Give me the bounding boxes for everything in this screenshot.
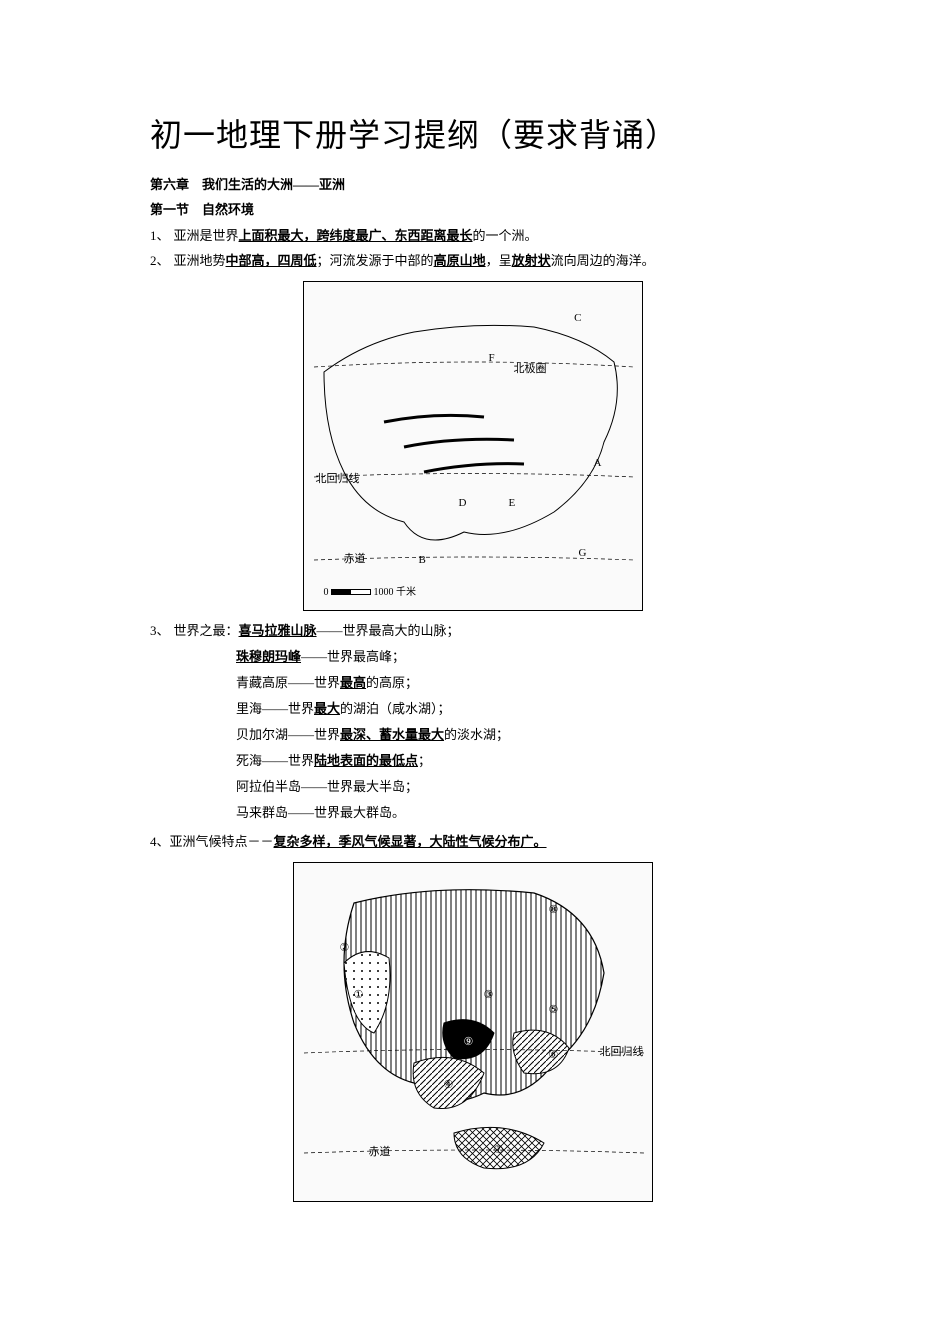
map-letter-b: B [419,554,426,566]
map-svg [294,863,654,1203]
map-label-arctic: 北极圈 [514,360,547,376]
map-letter-f: F [489,352,495,364]
asia-climate-map: ① ② ③ ④ ⑤ ⑥ ⑦ ⑧ ⑨ 北回归线 赤道 [293,862,653,1202]
list-item: 4、亚洲气候特点－－复杂多样，季风气候显著，大陆性气候分布广。 [150,830,795,853]
item-number-text: 4、亚洲气候特点－－ [150,834,274,849]
item-number: 3、 [150,619,170,642]
sub-item: 贝加尔湖——世界最深、蓄水量最大的淡水湖； [236,722,795,748]
sub-item: 里海——世界最大的湖泊（咸水湖）； [236,696,795,722]
text-fragment: 亚洲是世界 [174,228,239,243]
underline-text: 最深、蓄水量最大 [340,727,444,742]
underline-text: 最高 [340,675,366,690]
underline-text: 珠穆朗玛峰 [236,649,301,664]
sub-item: 马来群岛——世界最大群岛。 [236,800,795,826]
underline-text: 复杂多样，季风气候显著，大陆性气候分布广。 [274,834,547,849]
chapter-heading: 第六章 我们生活的大洲——亚洲 [150,174,795,193]
item-number: 1、 [150,224,170,247]
map-letter-d: D [459,497,467,509]
map-region-8: ⑧ [549,903,559,916]
list-item: 3、 世界之最：喜马拉雅山脉——世界最高大的山脉； [150,619,795,642]
list-item: 2、 亚洲地势中部高，四周低；河流发源于中部的高原山地，呈放射状流向周边的海洋。 [150,249,795,272]
underline-text: 上面积最大，跨纬度最广、东西距离最长 [239,228,473,243]
item-number: 2、 [150,249,170,272]
map-letter-a: A [594,457,602,469]
item-text: 亚洲是世界上面积最大，跨纬度最广、东西距离最长的一个洲。 [174,224,795,247]
text-fragment: ，呈 [486,253,512,268]
map-region-5: ⑤ [549,1003,559,1016]
section-heading: 第一节 自然环境 [150,199,795,218]
sub-item: 阿拉伯半岛——世界最大半岛； [236,774,795,800]
text-fragment: 的淡水湖； [444,727,509,742]
text-fragment: 青藏高原——世界 [236,675,340,690]
text-fragment: 世界之最： [174,623,239,638]
map-label-equator: 赤道 [369,1143,391,1159]
page-title: 初一地理下册学习提纲（要求背诵） [150,110,795,156]
text-fragment: 里海——世界 [236,701,314,716]
text-fragment: ——世界最高峰； [301,649,405,664]
text-fragment: ；河流发源于中部的 [317,253,434,268]
map-label-tropic: 北回归线 [600,1043,644,1059]
map-region-3: ③ [484,988,494,1001]
underline-text: 放射状 [512,253,551,268]
underline-text: 高原山地 [434,253,486,268]
map-region-1: ① [354,988,364,1001]
sub-item: 死海——世界陆地表面的最低点； [236,748,795,774]
map-region-7: ⑦ [494,1143,504,1156]
list-item: 1、 亚洲是世界上面积最大，跨纬度最广、东西距离最长的一个洲。 [150,224,795,247]
text-fragment: ——世界最高大的山脉； [317,623,460,638]
item-text: 世界之最：喜马拉雅山脉——世界最高大的山脉； [174,619,795,642]
map-letter-c: C [574,312,581,324]
text-fragment: 死海——世界 [236,753,314,768]
map-label-tropic: 北回归线 [316,470,360,486]
text-fragment: 的湖泊（咸水湖）； [340,701,451,716]
text-fragment: 的高原； [366,675,418,690]
map-letter-g: G [579,547,587,559]
text-fragment: 流向周边的海洋。 [551,253,655,268]
text-fragment: 亚洲地势 [174,253,226,268]
map-region-4: ④ [444,1078,454,1091]
underline-text: 喜马拉雅山脉 [239,623,317,638]
underline-text: 最大 [314,701,340,716]
map-region-9: ⑨ [464,1035,474,1048]
scale-label: 1000 千米 [374,587,417,598]
asia-physical-map: 北极圈 北回归线 赤道 C F A D E B G 0 1000 千米 [303,281,643,611]
map-letter-e: E [509,497,516,509]
map-region-2: ② [340,941,350,954]
item-text: 亚洲地势中部高，四周低；河流发源于中部的高原山地，呈放射状流向周边的海洋。 [174,249,795,272]
map-region-6: ⑥ [549,1048,559,1061]
underline-text: 中部高，四周低 [226,253,317,268]
text-fragment: 的一个洲。 [473,228,538,243]
underline-text: 陆地表面的最低点 [314,753,418,768]
text-fragment: 贝加尔湖——世界 [236,727,340,742]
sub-item: 珠穆朗玛峰——世界最高峰； [236,644,795,670]
scale-zero: 0 [324,587,329,598]
sub-item: 青藏高原——世界最高的高原； [236,670,795,696]
text-fragment: ； [418,753,431,768]
map-label-equator: 赤道 [344,550,366,566]
map-scale: 0 1000 千米 [324,583,417,598]
